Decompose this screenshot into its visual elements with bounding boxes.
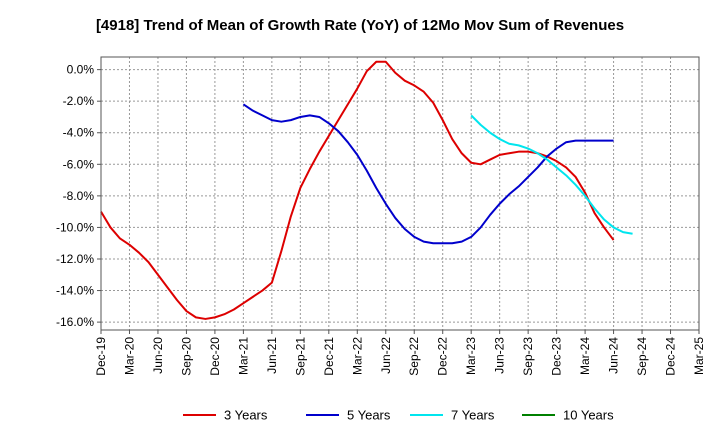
x-tick-label: Mar-23 <box>464 337 478 375</box>
y-axis: 0.0% -2.0% -4.0% -6.0% -8.0% -10.0% -12.0% -14.… <box>56 63 101 329</box>
plot-area <box>100 56 700 331</box>
y-tick-label: -14.0% <box>56 284 94 298</box>
series-line-3-years <box>100 60 615 320</box>
chart-title: [4918] Trend of Mean of Growth Rate (YoY… <box>96 17 624 34</box>
x-tick-label: Jun-22 <box>379 337 393 374</box>
x-tick-label: Dec-24 <box>664 337 678 376</box>
x-tick-label: Sep-21 <box>293 337 307 376</box>
x-tick-label: Jun-24 <box>607 337 621 374</box>
x-tick-label: Dec-21 <box>322 337 336 376</box>
x-tick-label: Mar-24 <box>578 337 592 375</box>
y-tick-label: -12.0% <box>56 252 94 266</box>
legend: 3 Years 5 Years 7 Years 10 Years <box>183 408 614 423</box>
x-tick-label: Mar-22 <box>350 337 364 375</box>
grid <box>100 57 700 330</box>
x-tick-label: Dec-19 <box>94 337 108 376</box>
x-tick-label: Dec-22 <box>436 337 450 376</box>
legend-label-3-years: 3 Years <box>224 408 268 423</box>
x-tick-label: Sep-24 <box>635 337 649 376</box>
legend-label-7-years: 7 Years <box>451 408 495 423</box>
series-line-7-years <box>470 114 633 235</box>
x-tick-label: Sep-22 <box>407 337 421 376</box>
x-tick-label: Mar-20 <box>122 337 136 375</box>
legend-label-5-years: 5 Years <box>347 408 391 423</box>
x-tick-label: Dec-23 <box>550 337 564 376</box>
series-lines <box>100 60 633 320</box>
legend-label-10-years: 10 Years <box>563 408 614 423</box>
series-line-5-years <box>242 103 614 245</box>
x-tick-label: Jun-20 <box>151 337 165 374</box>
y-tick-label: 0.0% <box>67 63 95 77</box>
y-tick-label: -2.0% <box>63 94 95 108</box>
x-tick-label: Sep-20 <box>179 337 193 376</box>
x-tick-label: Mar-21 <box>236 337 250 375</box>
y-tick-label: -6.0% <box>63 157 95 171</box>
y-tick-label: -4.0% <box>63 126 95 140</box>
y-tick-label: -8.0% <box>63 189 95 203</box>
y-tick-label: -10.0% <box>56 220 94 234</box>
x-tick-label: Jun-21 <box>265 337 279 374</box>
x-tick-label: Mar-25 <box>692 337 706 375</box>
x-tick-label: Sep-23 <box>521 337 535 376</box>
x-tick-label: Dec-20 <box>208 337 222 376</box>
x-tick-label: Jun-23 <box>493 337 507 374</box>
x-axis: Dec-19 Mar-20 Jun-20 Sep-20 Dec-20 Mar-21 Jun-… <box>94 330 706 376</box>
y-tick-label: -16.0% <box>56 315 94 329</box>
